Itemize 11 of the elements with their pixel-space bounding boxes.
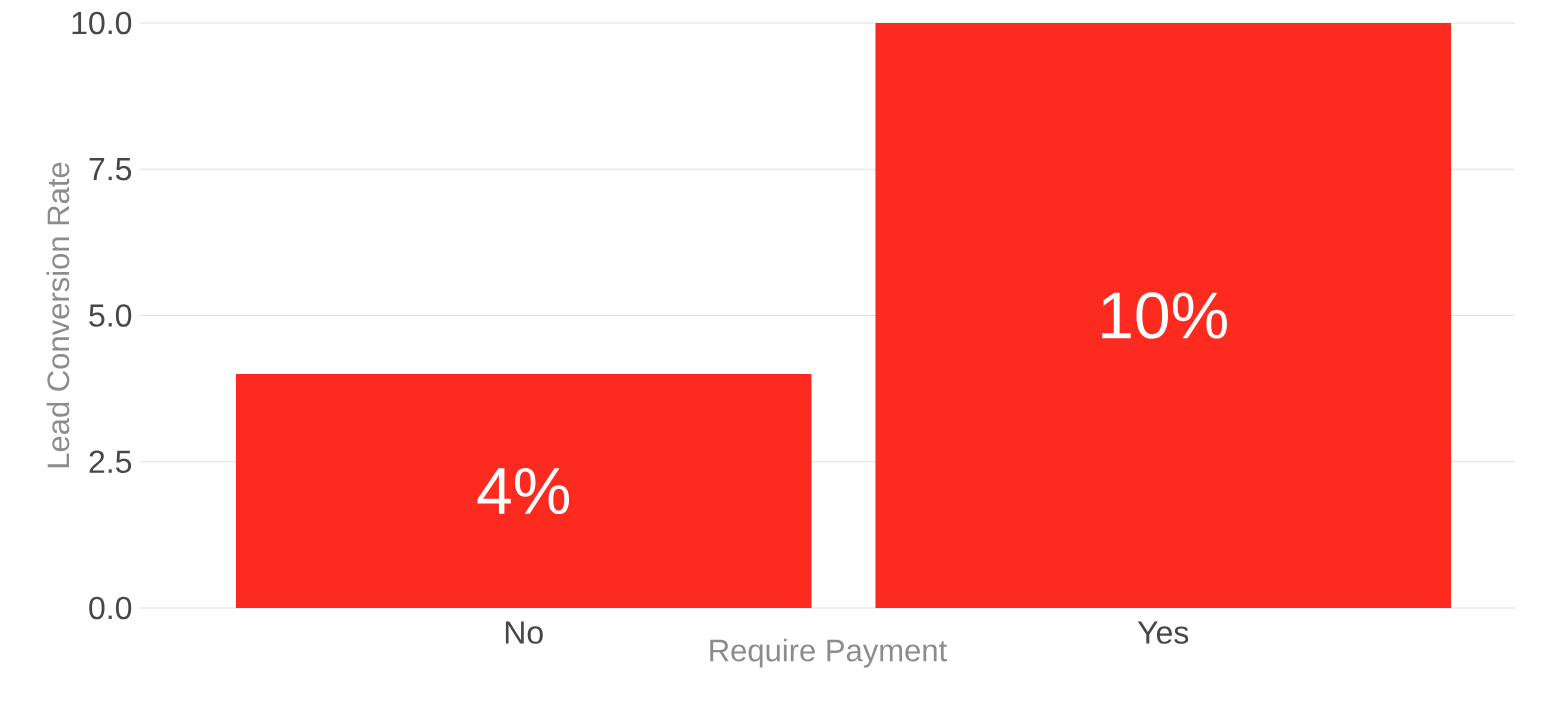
x-axis-title: Require Payment: [710, 638, 947, 668]
data-label: 4%: [477, 467, 570, 515]
y-tick-label: 5.0: [89, 304, 132, 327]
x-tick-label: Yes: [1137, 621, 1189, 644]
y-axis-title: Lead Conversion Rate: [46, 162, 70, 468]
y-tick-label: 2.5: [89, 450, 132, 474]
y-tick-label: 0.0: [89, 596, 132, 620]
y-tick-label: 10.0: [72, 11, 132, 35]
x-tick-label: No: [505, 621, 543, 644]
data-label: 10%: [1102, 292, 1227, 339]
y-tick-label: 7.5: [89, 158, 132, 181]
